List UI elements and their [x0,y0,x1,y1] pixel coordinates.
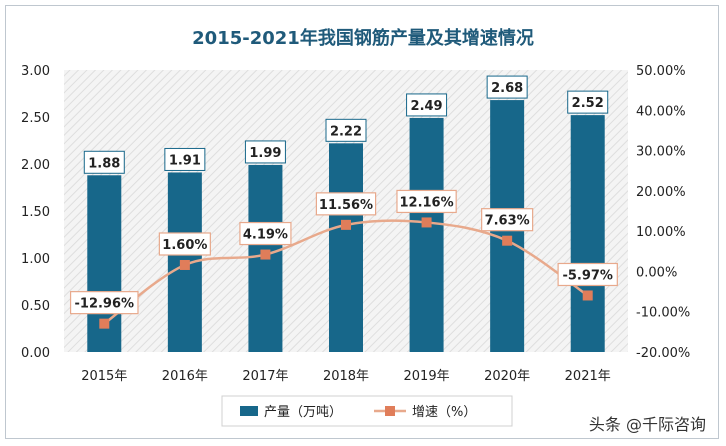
bar-value-label: 2.22 [330,124,362,139]
bar-label-box [567,90,609,114]
right-axis-tick-label: 40.00% [636,104,686,119]
line-value-label: 7.63% [485,214,530,229]
left-axis: 0.00 0.50 1.00 1.50 2.00 2.50 3.00 [21,64,50,361]
left-axis-tick-label: 1.00 [21,252,50,267]
line-marker [341,219,351,230]
line-label-box [158,232,211,256]
watermark-text: 头条 @千际咨询 [589,415,706,434]
legend-line-label: 增速（%） [412,405,476,420]
x-axis-tick-label: 2018年 [323,369,369,384]
line-label-box [239,221,292,246]
bar [570,115,605,353]
bar-value-label: 1.88 [88,156,120,171]
bar [329,143,363,352]
line-marker [421,217,432,228]
left-axis-tick-label: 2.50 [21,111,50,126]
right-axis-tick-label: 0.00% [636,265,677,280]
legend-line-marker [385,406,395,416]
x-axis-tick-label: 2021年 [565,369,611,384]
right-axis-tick-label: 10.00% [636,225,686,240]
x-axis-tick-label: 2016年 [162,369,208,384]
chart-title: 2015-2021年我国钢筋产量及其增速情况 [192,27,534,49]
line-label-box [481,208,534,232]
legend-bar-label: 产量（万吨） [264,405,342,420]
legend-bar-swatch [240,406,258,416]
line-series: -12.96% 1.60% 4.19% 11.56% 12.16% 7.63% -5.97% [69,189,618,329]
line-marker [260,249,271,260]
line-value-label: 12.16% [399,195,453,210]
line-value-label: -12.96% [75,297,135,312]
chart-frame: 2015-2021年我国钢筋产量及其增速情况 0.00 0.50 1.00 1.50 2… [5,5,719,439]
line-marker [502,235,513,246]
right-axis-tick-label: 30.00% [636,145,686,160]
line-label-box [315,192,377,216]
legend-box [221,395,513,427]
line-value-label: 11.56% [319,198,373,213]
line-label-box [69,291,139,315]
x-axis-tick-label: 2015年 [81,369,127,384]
left-axis-tick-label: 1.50 [21,205,50,220]
bar-label-box [244,140,286,164]
line-marker [99,318,110,329]
line-label-box [557,262,618,287]
line-marker [179,259,190,270]
line-marker [582,290,593,301]
bar-series: 1.88 1.91 1.99 2.22 2.49 2.68 2.52 [83,75,609,353]
right-axis-tick-label: -10.00% [636,306,690,321]
bar-label-box [406,93,448,117]
chart: 2015-2021年我国钢筋产量及其增速情况 0.00 0.50 1.00 1.50 2… [21,27,706,434]
left-axis-tick-label: 0.50 [21,299,50,314]
line-label-box [396,189,457,214]
left-axis-tick-label: 0.00 [21,346,50,361]
left-axis-tick-label: 3.00 [21,64,50,79]
line-value-label: -5.97% [562,268,613,283]
bar-value-label: 1.91 [169,153,201,168]
right-axis-tick-label: 20.00% [636,185,686,200]
line-value-label: 4.19% [243,228,288,243]
bar-value-label: 2.68 [491,81,523,96]
right-axis: -20.00% -10.00% 0.00% 10.00% 20.00% 30.00% 40.… [636,64,690,361]
bar-value-label: 2.52 [572,96,604,111]
bar-value-label: 1.99 [249,146,281,161]
x-axis: 2015年 2016年 2017年 2018年 2019年 2020年 2021年 [81,369,611,384]
bar-label-box [325,118,367,142]
bar-label-box [486,75,528,99]
x-axis-tick-label: 2017年 [242,369,288,384]
bar-label-box [164,147,206,171]
x-axis-tick-label: 2020年 [484,369,530,384]
bar [409,117,444,352]
right-axis-tick-label: 50.00% [636,64,686,79]
right-axis-tick-label: -20.00% [636,346,690,361]
line-value-label: 1.60% [162,238,207,253]
legend: 产量（万吨） 增速（%） [221,395,513,427]
x-axis-tick-label: 2019年 [404,369,450,384]
bar-label-box [83,150,125,174]
bar-value-label: 2.49 [411,99,443,114]
left-axis-tick-label: 2.00 [21,158,50,173]
